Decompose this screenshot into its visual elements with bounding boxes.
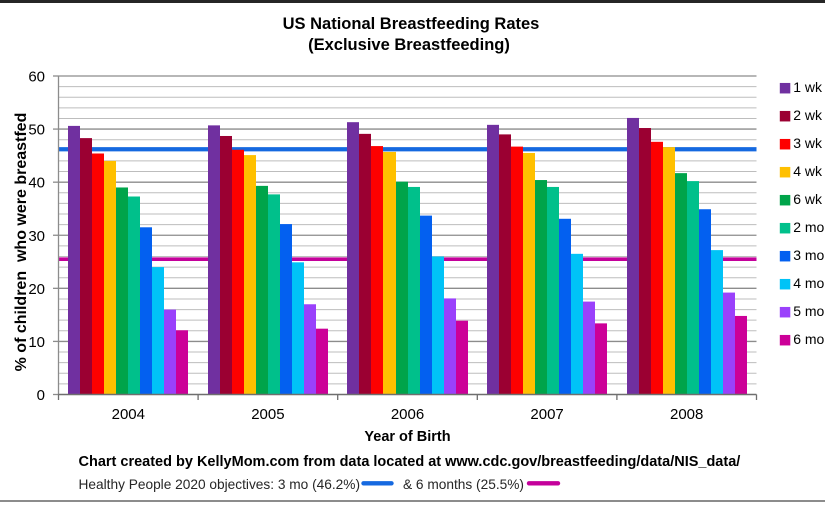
svg-text:& 6 months (25.5%): & 6 months (25.5%) (403, 477, 524, 492)
svg-text:Year of Birth: Year of Birth (364, 429, 450, 445)
svg-text:2004: 2004 (112, 406, 145, 423)
svg-text:% of children who were breast: % of children who were breastfed (13, 113, 30, 372)
svg-text:Healthy People 2020 objectives: Healthy People 2020 objectives: 3 mo (46… (79, 477, 361, 492)
svg-text:2006: 2006 (391, 406, 424, 423)
svg-text:2 wk: 2 wk (793, 107, 823, 123)
svg-text:2008: 2008 (670, 406, 703, 423)
svg-text:3 mo: 3 mo (793, 247, 824, 263)
svg-text:Chart created by KellyMom.com: Chart created by KellyMom.com from data … (79, 454, 741, 470)
svg-text:3 wk: 3 wk (793, 135, 823, 151)
svg-text:(Exclusive Breastfeeding): (Exclusive Breastfeeding) (308, 36, 510, 54)
svg-text:1 wk: 1 wk (793, 79, 823, 95)
svg-text:6 wk: 6 wk (793, 191, 823, 207)
svg-text:US National Breastfeeding Rate: US National Breastfeeding Rates (283, 15, 540, 33)
svg-text:0: 0 (37, 387, 45, 404)
svg-text:10: 10 (28, 334, 45, 351)
svg-text:2007: 2007 (530, 406, 563, 423)
svg-text:20: 20 (28, 281, 45, 298)
svg-text:50: 50 (28, 122, 45, 139)
svg-text:30: 30 (28, 228, 45, 245)
svg-text:4 wk: 4 wk (793, 163, 823, 179)
svg-text:5 mo: 5 mo (793, 303, 824, 319)
svg-text:60: 60 (28, 69, 45, 86)
svg-text:2005: 2005 (251, 406, 284, 423)
svg-text:40: 40 (28, 175, 45, 192)
svg-text:4 mo: 4 mo (793, 275, 824, 291)
svg-text:2 mo: 2 mo (793, 219, 824, 235)
svg-text:6 mo: 6 mo (793, 331, 824, 347)
